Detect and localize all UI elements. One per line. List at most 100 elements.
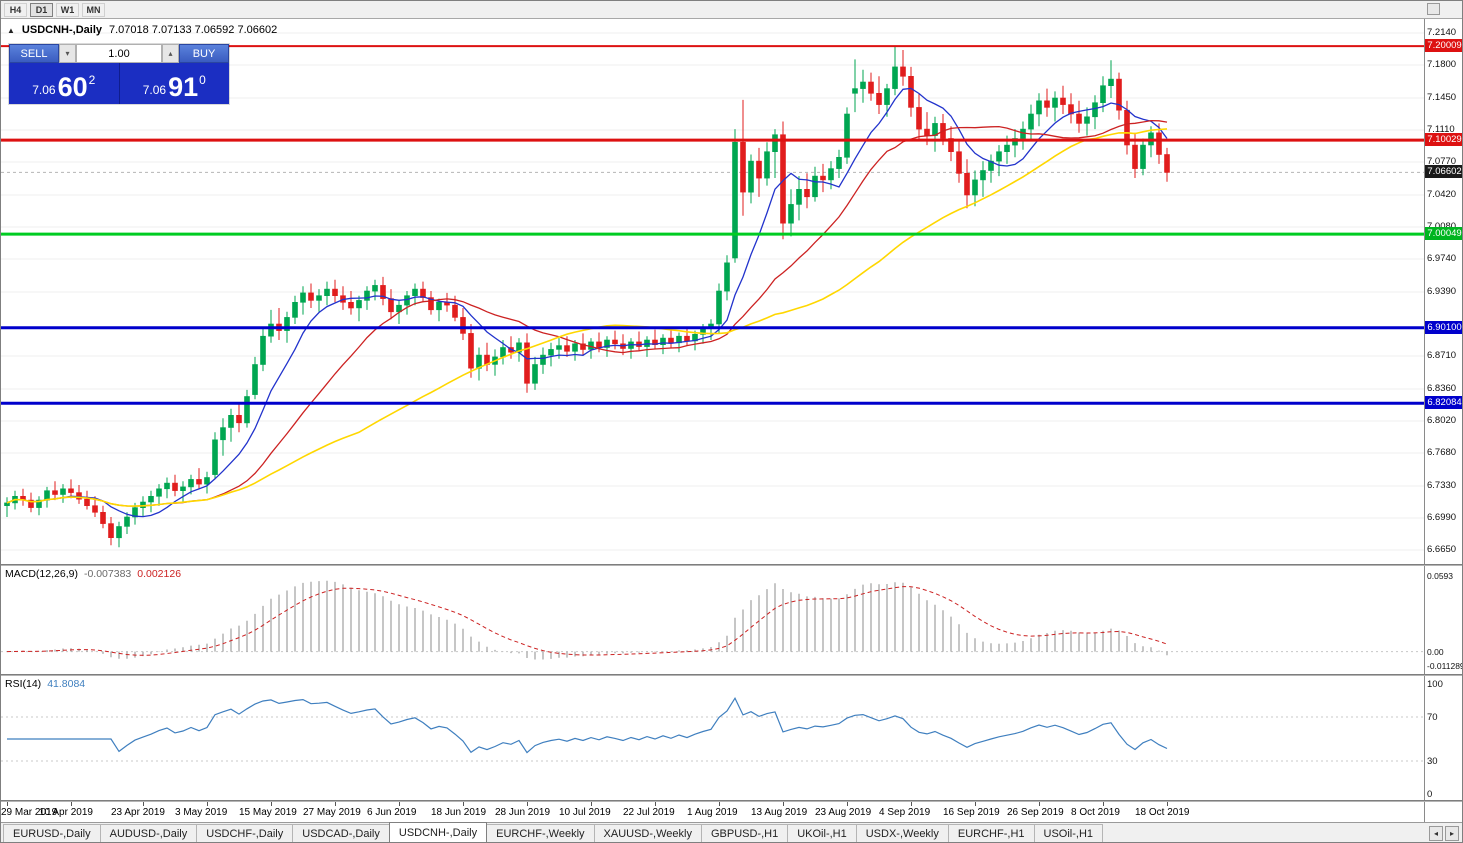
chart-tab-eurchf-h1[interactable]: EURCHF-,H1: [947, 824, 1035, 842]
price-tick-label: 6.8360: [1427, 382, 1457, 394]
date-tick-mark: [783, 802, 784, 806]
date-tick-mark: [399, 802, 400, 806]
window-control-button[interactable]: [1427, 3, 1440, 15]
price-chart-panel: ▲ USDCNH-,Daily 7.07018 7.07133 7.06592 …: [1, 19, 1462, 564]
timeframe-button-h4[interactable]: H4: [4, 2, 27, 17]
date-tick-mark: [975, 802, 976, 806]
trade-panel-prices: 7.06 60 2 7.06 91 0: [9, 63, 229, 104]
rsi-panel: RSI(14) 41.8084 100 70 30 0: [1, 676, 1462, 800]
chart-tabbar-tabs: EURUSD-,Daily AUDUSD-,Daily USDCHF-,Daily U…: [3, 822, 1104, 842]
chart-tab-usoil-h1[interactable]: USOil-,H1: [1033, 824, 1104, 842]
date-tick-label: 26 Sep 2019: [1007, 807, 1064, 818]
date-tick-mark: [1103, 802, 1104, 806]
timeframe-button-mn[interactable]: MN: [82, 2, 105, 17]
date-tick-mark: [207, 802, 208, 806]
rsi-tick-label: 30: [1427, 756, 1438, 767]
date-tick-label: 29 Mar 2019: [1, 807, 58, 818]
price-tick-label: 7.1110: [1427, 123, 1455, 135]
price-tick-label: 6.7680: [1427, 447, 1457, 458]
chart-tab-gbpusd-h1[interactable]: GBPUSD-,H1: [700, 824, 789, 842]
date-tick-mark: [7, 802, 8, 806]
rsi-label: RSI(14) 41.8084: [5, 678, 85, 690]
date-tick-label: 23 Apr 2019: [111, 807, 165, 818]
timeframe-button-w1[interactable]: W1: [56, 2, 79, 17]
rsi-svg: [1, 696, 1424, 762]
date-tick-label: 3 May 2019: [175, 807, 228, 818]
level-price-badge: 6.82084: [1425, 396, 1462, 410]
date-tick-label: 6 Jun 2019: [367, 807, 417, 818]
trade-panel-controls: SELL ▾ ▴ BUY: [9, 44, 229, 63]
buy-price-big: 91: [168, 72, 199, 103]
macd-name-text: MACD(12,26,9): [5, 568, 78, 580]
volume-increase-button[interactable]: ▴: [162, 44, 179, 63]
price-axis: 7.2140 7.1800 7.1450 7.1110 7.0770 7.0420 7.00…: [1424, 19, 1462, 564]
chart-tab-ukoil-h1[interactable]: UKOil-,H1: [787, 824, 857, 842]
price-tick-label: 7.1450: [1427, 91, 1457, 103]
timeframe-buttons: H4 D1 W1 MN: [4, 2, 105, 17]
chart-tab-eurusd-daily[interactable]: EURUSD-,Daily: [3, 824, 101, 842]
date-tick-label: 22 Jul 2019: [623, 807, 675, 818]
date-tick-label: 28 Jun 2019: [495, 807, 551, 818]
price-tick-label: 6.9390: [1427, 285, 1457, 297]
sell-price-sup: 2: [88, 73, 96, 87]
price-tick-label: 6.9740: [1427, 253, 1457, 264]
buy-button[interactable]: BUY: [179, 44, 229, 63]
panel-divider: [1, 800, 1462, 802]
date-tick-mark: [719, 802, 720, 806]
macd-svg: [1, 580, 1424, 660]
tab-scroll-right-button[interactable]: ▸: [1445, 826, 1459, 841]
date-tick-mark: [71, 802, 72, 806]
chart-tab-usdcad-daily[interactable]: USDCAD-,Daily: [292, 824, 390, 842]
date-tick-mark: [463, 802, 464, 806]
chart-tab-audusd-daily[interactable]: AUDUSD-,Daily: [99, 824, 198, 842]
buy-price[interactable]: 7.06 91 0: [120, 63, 230, 104]
price-tick-label: 7.0080: [1427, 221, 1456, 232]
timeframe-toolbar: H4 D1 W1 MN: [1, 1, 1462, 19]
date-tick-mark: [271, 802, 272, 806]
panel-divider[interactable]: [1, 564, 1462, 566]
chart-tab-xauusd-weekly[interactable]: XAUUSD-,Weekly: [593, 824, 702, 842]
price-tick-label: 6.6650: [1427, 544, 1457, 555]
panel-divider[interactable]: [1, 674, 1462, 676]
price-tick-label: 7.0420: [1427, 188, 1457, 200]
tab-scroll-left-button[interactable]: ◂: [1429, 826, 1443, 841]
date-axis-corner: [1424, 802, 1462, 822]
date-tick-label: 23 Aug 2019: [815, 807, 872, 818]
level-price-badge: 7.10029: [1425, 133, 1462, 147]
symbol-marker-icon: ▲: [7, 25, 15, 35]
date-tick-mark: [591, 802, 592, 806]
date-tick-label: 27 May 2019: [303, 807, 361, 818]
rsi-axis: 100 70 30 0: [1424, 676, 1462, 800]
sell-button[interactable]: SELL: [9, 44, 59, 63]
date-tick-mark: [655, 802, 656, 806]
rsi-tick-label: 100: [1427, 679, 1443, 690]
chart-tab-usdchf-daily[interactable]: USDCHF-,Daily: [196, 824, 294, 842]
chart-tab-eurchf-weekly[interactable]: EURCHF-,Weekly: [486, 824, 595, 842]
volume-input[interactable]: [76, 44, 162, 63]
chart-tab-usdcnh-daily[interactable]: USDCNH-,Daily: [388, 822, 488, 842]
timeframe-button-d1[interactable]: D1: [30, 2, 53, 17]
sell-price-prefix: 7.06: [32, 83, 56, 97]
level-price-badge: 7.20009: [1425, 39, 1462, 53]
volume-decrease-button[interactable]: ▾: [59, 44, 76, 63]
macd-label: MACD(12,26,9) -0.007383 0.002126: [5, 568, 181, 580]
price-tick-label: 6.8020: [1427, 414, 1457, 426]
macd-panel: MACD(12,26,9) -0.007383 0.002126 0.0593 0…: [1, 566, 1462, 674]
date-tick-mark: [143, 802, 144, 806]
macd-tick-label: 0.00: [1427, 646, 1444, 657]
buy-price-sup: 0: [199, 73, 206, 87]
level-price-badge: 6.90100: [1425, 320, 1462, 334]
chart-tab-usdx-weekly[interactable]: USDX-,Weekly: [855, 824, 949, 842]
rsi-tick-label: 70: [1427, 712, 1438, 723]
rsi-tick-label: 0: [1427, 789, 1433, 800]
price-chart-svg[interactable]: [1, 19, 1424, 564]
triangle-up-icon: ▴: [168, 49, 173, 58]
date-tick-label: 15 May 2019: [239, 807, 297, 818]
macd-tick-label: -0.011289: [1427, 661, 1463, 671]
date-tick-mark: [847, 802, 848, 806]
sell-price[interactable]: 7.06 60 2: [9, 63, 120, 104]
date-tick-mark: [335, 802, 336, 806]
current-price-badge: 7.06602: [1425, 165, 1462, 179]
triangle-down-icon: ▾: [65, 49, 70, 58]
